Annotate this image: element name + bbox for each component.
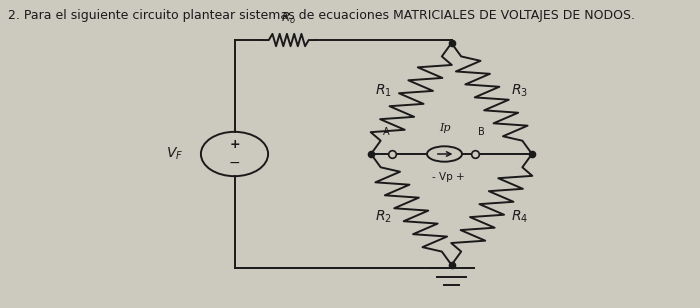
Text: $R_o$: $R_o$ xyxy=(281,11,296,26)
Text: A: A xyxy=(383,128,390,137)
Circle shape xyxy=(427,146,462,162)
Text: $R_1$: $R_1$ xyxy=(374,83,392,99)
Text: $R_4$: $R_4$ xyxy=(511,209,528,225)
Text: - Vp +: - Vp + xyxy=(432,172,464,182)
Text: Ip: Ip xyxy=(439,123,450,133)
Text: B: B xyxy=(478,128,485,137)
Text: +: + xyxy=(229,138,240,151)
Text: −: − xyxy=(229,156,240,170)
Text: $V_F$: $V_F$ xyxy=(166,146,183,162)
Text: $R_2$: $R_2$ xyxy=(374,209,392,225)
Text: $R_3$: $R_3$ xyxy=(511,83,528,99)
Text: 2. Para el siguiente circuito plantear sistemas de ecuaciones MATRICIALES DE VOL: 2. Para el siguiente circuito plantear s… xyxy=(8,9,636,22)
